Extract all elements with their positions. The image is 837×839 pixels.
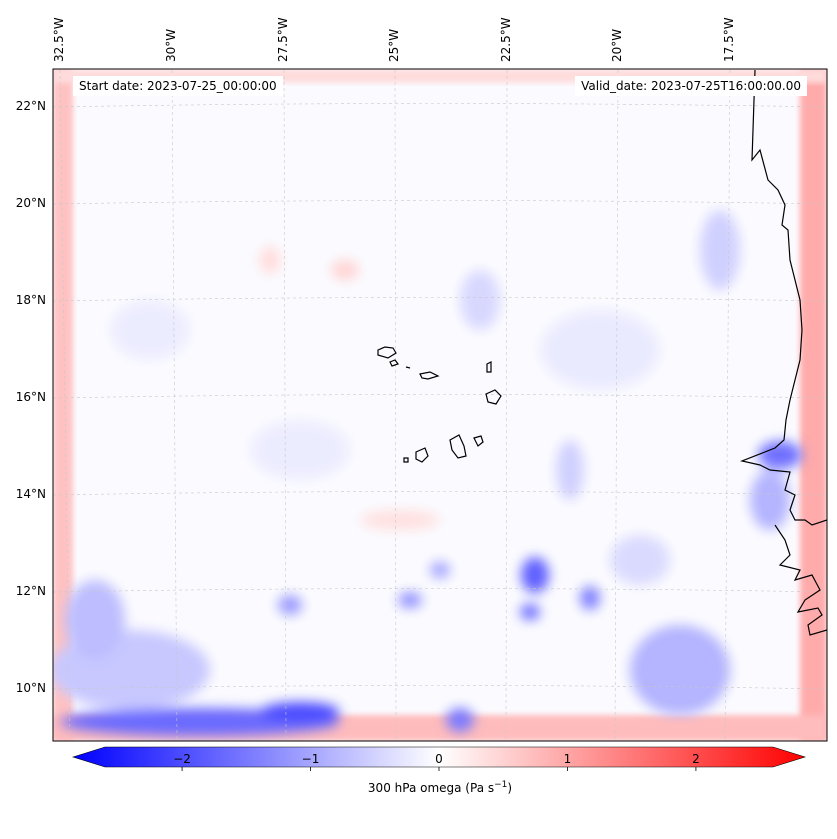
longitude-label: 22.5°W [499, 17, 513, 62]
colorbar-tick-label: 1 [563, 752, 572, 766]
colorbar-title: 300 hPa omega (Pa s−1) [290, 780, 590, 795]
latitude-label: 14°N [15, 487, 46, 501]
boundary-red-band [53, 69, 827, 741]
africa-coast [739, 69, 827, 526]
map-border [52, 68, 828, 742]
colorbar [71, 746, 807, 771]
colorbar-title-main: 300 hPa omega (Pa s [367, 781, 495, 795]
graticule [53, 69, 827, 741]
sao-nicolau-island [419, 371, 440, 380]
longitude-label: 25°W [387, 28, 401, 62]
santo-antao-island [377, 346, 397, 359]
sal-island [486, 361, 492, 373]
coastlines [377, 69, 827, 636]
colorbar-bar [71, 746, 807, 768]
longitude-label: 32.5°W [52, 17, 66, 62]
latitude-label: 12°N [15, 584, 46, 598]
omega-blobs [53, 210, 802, 736]
boa-vista-island [485, 389, 502, 405]
santiago-island [449, 434, 467, 459]
omega-field [53, 69, 827, 741]
longitude-label: 17.5°W [722, 17, 736, 62]
colorbar-tick-label: 2 [692, 752, 700, 766]
latitude-label: 16°N [15, 390, 46, 404]
longitude-label: 30°W [164, 28, 178, 62]
colorbar-tick-label: −2 [173, 752, 191, 766]
colorbar-tick-marks [181, 767, 697, 771]
latitude-label: 22°N [15, 99, 46, 113]
colorbar-tick-label: 0 [435, 752, 443, 766]
colorbar-title-end: ) [507, 781, 513, 795]
maio-island [473, 435, 484, 447]
sao-vicente-island [389, 359, 399, 367]
valid-date-label: Valid_date: 2023-07-25T16:00:00.00 [575, 76, 807, 96]
latitude-label: 18°N [15, 293, 46, 307]
longitude-label: 20°W [610, 28, 624, 62]
colorbar-tick-label: −1 [301, 752, 320, 766]
longitude-label: 27.5°W [276, 17, 290, 62]
latitude-label: 10°N [15, 681, 46, 695]
start-date-label: Start date: 2023-07-25_00:00:00 [73, 76, 283, 96]
latitude-label: 20°N [15, 196, 46, 210]
brava-island [403, 457, 409, 463]
fogo-island [415, 447, 429, 463]
colorbar-title-exponent: −1 [494, 780, 508, 790]
